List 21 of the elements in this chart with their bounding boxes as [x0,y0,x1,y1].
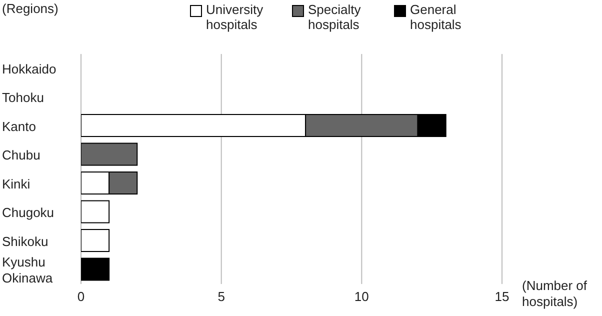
x-tick-label: 15 [494,289,510,304]
x-tick-label: 0 [77,289,85,304]
y-tick-label: Chubu [2,148,40,163]
legend-label: Specialty hospitals [308,2,362,32]
bar [81,200,110,224]
y-tick-label: Chugoku [2,205,54,220]
legend-label: University hospitals [206,2,264,32]
y-axis-title: (Regions) [2,1,58,16]
x-tick-label: 5 [218,289,225,304]
bar [81,142,138,166]
bar [81,229,110,252]
x-axis-title: (Number of hospitals) [522,278,588,310]
y-tick-label: Hokkaido [2,61,56,76]
y-tick-label: Shikoku [2,234,48,249]
x-tick-label: 10 [354,289,369,304]
y-tick-label: Kinki [2,176,30,192]
legend-label: General hospitals [410,2,462,32]
y-tick-label: Kyushu Okinawa [2,254,54,286]
y-tick-label: Kanto [2,118,36,134]
y-tick-label: Tohoku [2,90,44,106]
bar [81,258,110,281]
